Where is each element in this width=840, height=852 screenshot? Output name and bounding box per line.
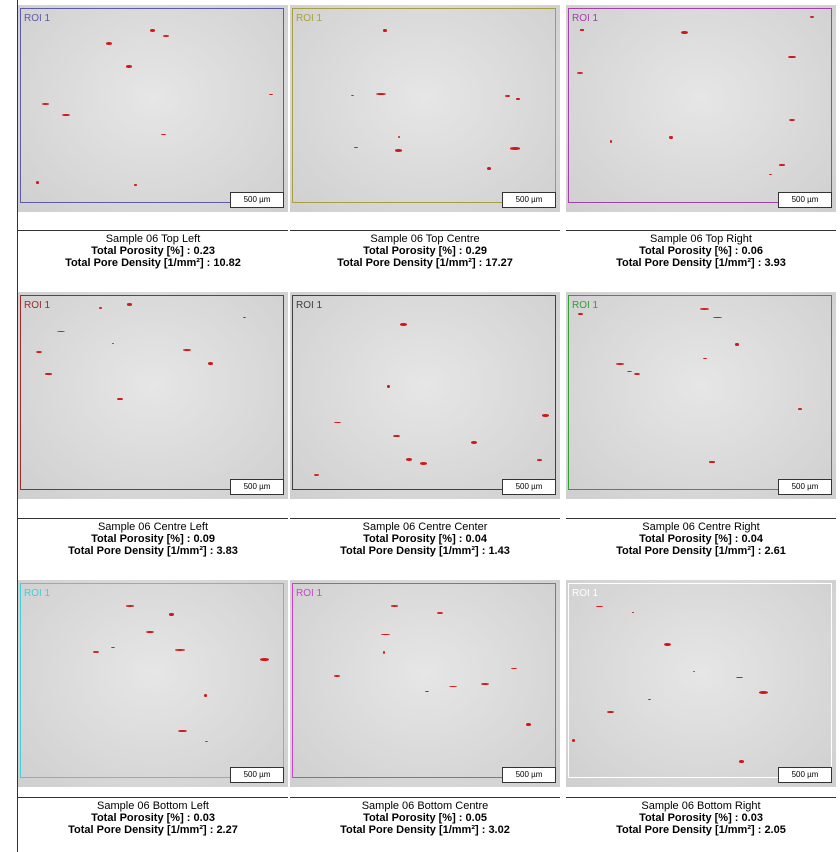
roi-frame (568, 8, 832, 203)
roi-frame (292, 8, 556, 203)
caption: Sample 06 Bottom CentreTotal Porosity [%… (290, 797, 560, 836)
roi-label: ROI 1 (296, 300, 322, 311)
pore-density: Total Pore Density [1/mm²] : 2.27 (18, 824, 288, 836)
roi-label: ROI 1 (572, 588, 598, 599)
sample-name: Sample 06 Bottom Left (18, 800, 288, 812)
caption: Sample 06 Top CentreTotal Porosity [%] :… (290, 230, 560, 269)
scale-bar: 500 µm (778, 479, 832, 495)
sample-name: Sample 06 Bottom Right (566, 800, 836, 812)
pore-density: Total Pore Density [1/mm²] : 2.61 (566, 545, 836, 557)
pore-density: Total Pore Density [1/mm²] : 17.27 (290, 257, 560, 269)
roi-frame (20, 8, 284, 203)
sample-name: Sample 06 Bottom Centre (290, 800, 560, 812)
pore-density: Total Pore Density [1/mm²] : 3.93 (566, 257, 836, 269)
porosity: Total Porosity [%] : 0.04 (566, 533, 836, 545)
roi-frame (20, 583, 284, 778)
sample-name: Sample 06 Centre Left (18, 521, 288, 533)
scale-bar: 500 µm (502, 767, 556, 783)
scale-bar: 500 µm (778, 192, 832, 208)
roi-label: ROI 1 (24, 13, 50, 24)
roi-label: ROI 1 (24, 588, 50, 599)
micrograph: ROI 1 500 µm (566, 292, 836, 499)
micrograph: ROI 1 500 µm (566, 580, 836, 787)
porosity: Total Porosity [%] : 0.29 (290, 245, 560, 257)
porosity: Total Porosity [%] : 0.05 (290, 812, 560, 824)
caption: Sample 06 Top LeftTotal Porosity [%] : 0… (18, 230, 288, 269)
porosity: Total Porosity [%] : 0.04 (290, 533, 560, 545)
porosity: Total Porosity [%] : 0.09 (18, 533, 288, 545)
roi-frame (568, 295, 832, 490)
roi-label: ROI 1 (572, 13, 598, 24)
porosity: Total Porosity [%] : 0.23 (18, 245, 288, 257)
roi-frame (292, 583, 556, 778)
pore-density: Total Pore Density [1/mm²] : 3.02 (290, 824, 560, 836)
micrograph: ROI 1 500 µm (18, 292, 288, 499)
roi-frame (292, 295, 556, 490)
figure: ROI 1500 µmSample 06 Top LeftTotal Poros… (0, 0, 840, 852)
sample-name: Sample 06 Centre Center (290, 521, 560, 533)
sample-name: Sample 06 Top Left (18, 233, 288, 245)
scale-bar: 500 µm (778, 767, 832, 783)
pore-density: Total Pore Density [1/mm²] : 3.83 (18, 545, 288, 557)
micrograph: ROI 1 500 µm (290, 580, 560, 787)
scale-bar: 500 µm (502, 192, 556, 208)
micrograph: ROI 1 500 µm (18, 580, 288, 787)
sample-name: Sample 06 Top Right (566, 233, 836, 245)
sample-name: Sample 06 Top Centre (290, 233, 560, 245)
caption: Sample 06 Top RightTotal Porosity [%] : … (566, 230, 836, 269)
scale-bar: 500 µm (502, 479, 556, 495)
roi-label: ROI 1 (24, 300, 50, 311)
roi-frame (568, 583, 832, 778)
micrograph: ROI 1 500 µm (290, 292, 560, 499)
caption: Sample 06 Bottom RightTotal Porosity [%]… (566, 797, 836, 836)
micrograph: ROI 1 500 µm (290, 5, 560, 212)
scale-bar: 500 µm (230, 192, 284, 208)
roi-label: ROI 1 (572, 300, 598, 311)
sample-name: Sample 06 Centre Right (566, 521, 836, 533)
roi-label: ROI 1 (296, 588, 322, 599)
porosity: Total Porosity [%] : 0.06 (566, 245, 836, 257)
roi-frame (20, 295, 284, 490)
porosity: Total Porosity [%] : 0.03 (18, 812, 288, 824)
scale-bar: 500 µm (230, 767, 284, 783)
micrograph: ROI 1 500 µm (18, 5, 288, 212)
roi-label: ROI 1 (296, 13, 322, 24)
pore-density: Total Pore Density [1/mm²] : 2.05 (566, 824, 836, 836)
micrograph: ROI 1 500 µm (566, 5, 836, 212)
scale-bar: 500 µm (230, 479, 284, 495)
pore-density: Total Pore Density [1/mm²] : 1.43 (290, 545, 560, 557)
pore-density: Total Pore Density [1/mm²] : 10.82 (18, 257, 288, 269)
porosity: Total Porosity [%] : 0.03 (566, 812, 836, 824)
caption: Sample 06 Centre RightTotal Porosity [%]… (566, 518, 836, 557)
